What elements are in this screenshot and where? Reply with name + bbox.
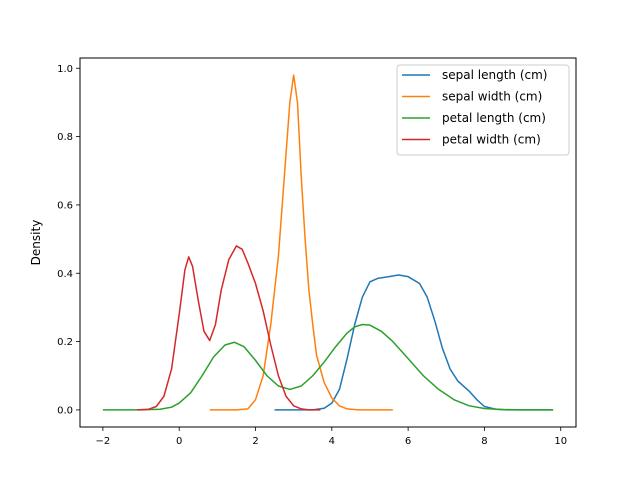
y-axis-label: Density xyxy=(29,220,43,266)
series-line-1 xyxy=(209,74,393,411)
x-axis: −2 0 2 4 6 8 10 xyxy=(96,427,567,447)
y-tick-label: 1.0 xyxy=(57,64,73,75)
x-tick-label: 0 xyxy=(176,436,182,447)
x-tick-label: 10 xyxy=(554,436,567,447)
y-tick-label: 0.4 xyxy=(57,269,73,280)
legend: sepal length (cm) sepal width (cm) petal l… xyxy=(396,64,570,156)
series-line-0 xyxy=(274,274,554,411)
series-line-2 xyxy=(102,323,554,411)
legend-label-0: sepal length (cm) xyxy=(442,68,547,82)
x-tick-label: 6 xyxy=(405,436,411,447)
y-tick-label: 0.0 xyxy=(57,405,73,416)
legend-label-3: petal width (cm) xyxy=(442,133,541,147)
plot-frame xyxy=(79,57,577,428)
x-tick-label: −2 xyxy=(96,436,111,447)
legend-label-1: sepal width (cm) xyxy=(442,90,542,104)
y-tick-label: 0.6 xyxy=(57,200,73,211)
legend-label-2: petal length (cm) xyxy=(442,111,546,125)
series-line-3 xyxy=(137,245,321,411)
y-tick-label: 0.2 xyxy=(57,337,73,348)
x-tick-label: 8 xyxy=(481,436,487,447)
y-axis: 0.0 0.2 0.4 0.6 0.8 1.0 xyxy=(57,64,80,416)
x-tick-label: 2 xyxy=(252,436,258,447)
series-lines xyxy=(102,74,554,411)
x-tick-label: 4 xyxy=(329,436,335,447)
legend-box xyxy=(396,64,570,156)
y-tick-label: 0.8 xyxy=(57,132,73,143)
